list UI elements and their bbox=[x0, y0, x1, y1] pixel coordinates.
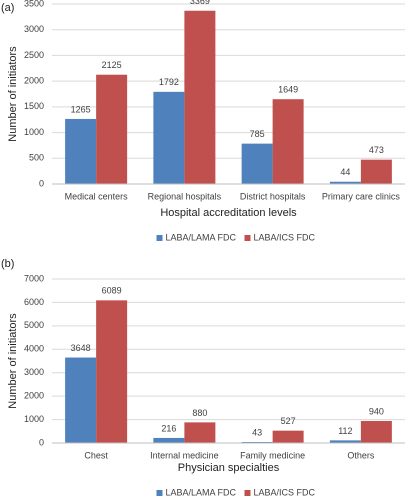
y-tick-label: 2500 bbox=[24, 50, 44, 60]
bar bbox=[241, 143, 273, 184]
y-tick-label: 6000 bbox=[24, 297, 44, 307]
y-tick-label: 4000 bbox=[24, 344, 44, 354]
value-label: 880 bbox=[192, 408, 207, 418]
legend-label: LABA/LAMA FDC bbox=[166, 232, 237, 242]
y-tick-label: 500 bbox=[29, 153, 44, 163]
y-tick-label: 3500 bbox=[24, 0, 44, 8]
x-tick-label: Primary care clinics bbox=[322, 191, 401, 201]
legend-swatch bbox=[244, 235, 251, 241]
legend-swatch bbox=[244, 490, 251, 496]
value-label: 527 bbox=[281, 416, 296, 426]
x-tick-label: Family medicine bbox=[240, 450, 305, 460]
y-tick-label: 5000 bbox=[24, 320, 44, 330]
bar bbox=[184, 422, 216, 443]
bar bbox=[360, 420, 392, 443]
panel-label: (b) bbox=[1, 258, 14, 270]
y-tick-label: 0 bbox=[39, 178, 44, 188]
bar bbox=[153, 437, 185, 443]
bar bbox=[153, 91, 185, 184]
x-tick-label: Medical centers bbox=[65, 191, 129, 201]
x-tick-label: Internal medicine bbox=[150, 450, 219, 460]
x-tick-label: Others bbox=[347, 450, 375, 460]
y-axis-title: Number of initiators bbox=[7, 313, 19, 409]
x-tick-label: District hospitals bbox=[240, 191, 306, 201]
x-axis-title: Physician specialties bbox=[178, 462, 280, 474]
value-label: 3648 bbox=[71, 343, 91, 353]
y-tick-label: 1000 bbox=[24, 414, 44, 424]
panel-label: (a) bbox=[1, 2, 14, 14]
value-label: 112 bbox=[338, 426, 352, 436]
y-tick-label: 3000 bbox=[24, 367, 44, 377]
value-label: 6089 bbox=[102, 286, 122, 296]
bar bbox=[241, 441, 273, 443]
legend-label: LABA/ICS FDC bbox=[254, 232, 316, 242]
y-tick-label: 1000 bbox=[24, 127, 44, 137]
bar bbox=[96, 74, 128, 184]
value-label: 1265 bbox=[71, 104, 91, 114]
y-tick-label: 7000 bbox=[24, 273, 44, 283]
bar bbox=[272, 99, 304, 184]
bar bbox=[329, 181, 361, 184]
y-tick-label: 1500 bbox=[24, 101, 44, 111]
bar bbox=[360, 159, 392, 184]
y-axis-title: Number of initiators bbox=[7, 46, 19, 142]
value-label: 216 bbox=[161, 423, 176, 433]
legend-label: LABA/ICS FDC bbox=[254, 487, 316, 497]
y-tick-label: 2000 bbox=[24, 391, 44, 401]
bar bbox=[184, 10, 216, 185]
y-tick-label: 2000 bbox=[24, 76, 44, 86]
bar bbox=[65, 118, 97, 184]
value-label: 785 bbox=[250, 129, 265, 139]
y-tick-label: 0 bbox=[39, 437, 44, 447]
bar bbox=[65, 357, 97, 443]
value-label: 940 bbox=[369, 406, 384, 416]
value-label: 2125 bbox=[102, 60, 122, 70]
bar bbox=[329, 440, 361, 443]
legend-swatch bbox=[156, 490, 163, 496]
legend-label: LABA/LAMA FDC bbox=[166, 487, 237, 497]
x-tick-label: Chest bbox=[84, 450, 108, 460]
value-label: 1649 bbox=[278, 85, 298, 95]
bar bbox=[96, 300, 128, 443]
value-label: 473 bbox=[369, 145, 384, 155]
value-label: 3369 bbox=[190, 0, 210, 6]
value-label: 1792 bbox=[159, 77, 179, 87]
value-label: 44 bbox=[340, 167, 350, 177]
bar bbox=[272, 430, 304, 443]
legend-swatch bbox=[156, 235, 163, 241]
value-label: 43 bbox=[252, 427, 262, 437]
y-tick-label: 3000 bbox=[24, 24, 44, 34]
x-tick-label: Regional hospitals bbox=[148, 191, 222, 201]
x-axis-title: Hospital accreditation levels bbox=[160, 207, 297, 219]
